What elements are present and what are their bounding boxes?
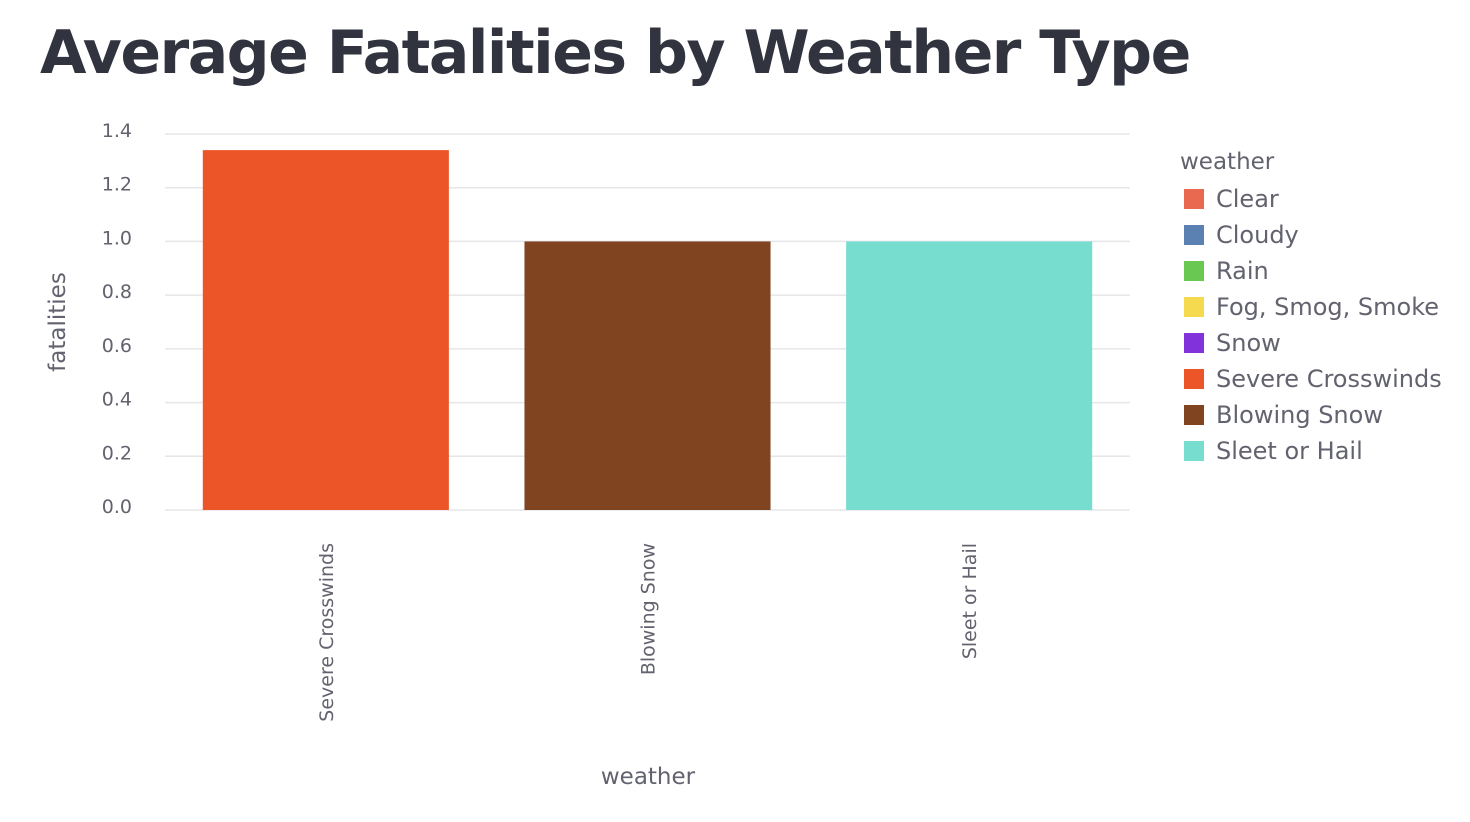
bar[interactable]: [846, 241, 1093, 510]
legend-item[interactable]: Sleet or Hail: [1184, 437, 1363, 465]
y-tick-label: 0.8: [102, 281, 132, 303]
x-tick-label: Blowing Snow: [638, 543, 660, 675]
legend-label: Snow: [1216, 329, 1281, 357]
y-tick-label: 0.2: [102, 442, 132, 464]
x-tick-label: Sleet or Hail: [959, 543, 981, 659]
legend-label: Clear: [1216, 185, 1279, 213]
legend-title: weather: [1180, 149, 1275, 175]
x-tick-label: Severe Crosswinds: [316, 543, 338, 722]
y-tick-label: 1.4: [102, 120, 132, 142]
legend-label: Fog, Smog, Smoke: [1216, 293, 1439, 321]
legend-swatch: [1184, 441, 1204, 461]
legend-item[interactable]: Snow: [1184, 329, 1281, 357]
legend-label: Cloudy: [1216, 221, 1299, 249]
page-title: Average Fatalities by Weather Type: [40, 18, 1191, 88]
y-axis-ticks: 0.0 0.2 0.4 0.6 0.8 1.0 1.2 1.4: [102, 120, 132, 518]
legend-item[interactable]: Fog, Smog, Smoke: [1184, 293, 1439, 321]
y-tick-label: 0.4: [102, 389, 132, 411]
legend-swatch: [1184, 225, 1204, 245]
y-tick-label: 1.2: [102, 174, 132, 196]
y-tick-label: 0.6: [102, 335, 132, 357]
legend-swatch: [1184, 297, 1204, 317]
legend-item[interactable]: Rain: [1184, 257, 1269, 285]
legend-item[interactable]: Severe Crosswinds: [1184, 365, 1442, 393]
legend-swatch: [1184, 405, 1204, 425]
x-axis-title: weather: [601, 764, 696, 790]
y-axis-title: fatalities: [45, 272, 71, 372]
legend-item[interactable]: Cloudy: [1184, 221, 1299, 249]
legend-label: Blowing Snow: [1216, 401, 1383, 429]
legend-label: Sleet or Hail: [1216, 437, 1363, 465]
legend-swatch: [1184, 333, 1204, 353]
bar[interactable]: [524, 241, 771, 510]
y-tick-label: 1.0: [102, 227, 132, 249]
legend-swatch: [1184, 261, 1204, 281]
x-axis-ticks: Severe Crosswinds Blowing Snow Sleet or Ha…: [316, 543, 981, 722]
legend: weather Clear Cloudy Rain Fog, Smog, Smoke S…: [1180, 149, 1442, 465]
legend-swatch: [1184, 369, 1204, 389]
legend-label: Severe Crosswinds: [1216, 365, 1442, 393]
y-tick-label: 0.0: [102, 496, 132, 518]
legend-item[interactable]: Blowing Snow: [1184, 401, 1383, 429]
bars: [202, 150, 1093, 510]
legend-label: Rain: [1216, 257, 1269, 285]
legend-swatch: [1184, 189, 1204, 209]
legend-item[interactable]: Clear: [1184, 185, 1279, 213]
bar[interactable]: [202, 150, 449, 510]
